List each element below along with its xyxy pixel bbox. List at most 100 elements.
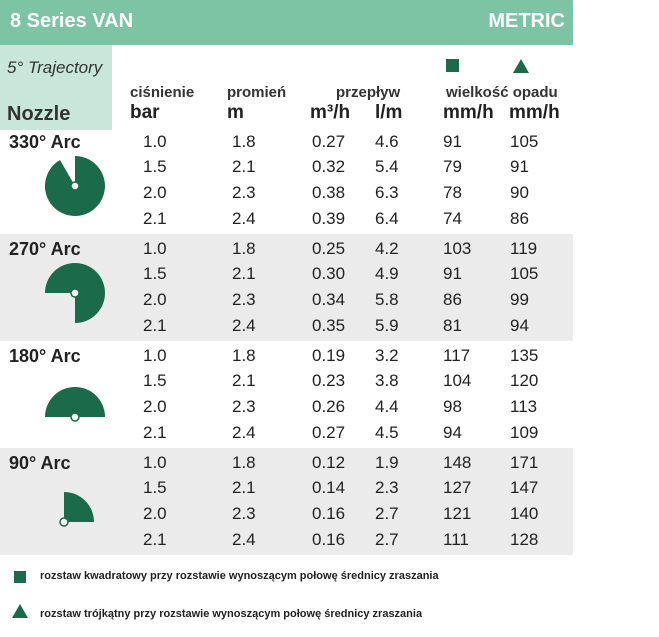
flow-m3-cell: 0.38: [312, 183, 346, 202]
flow-m3-cell: 0.19: [312, 346, 346, 365]
table-title: 8 Series VAN: [10, 10, 134, 32]
pressure-cell: 2.1: [143, 209, 167, 228]
precip-triangle-cell: 105: [510, 264, 539, 283]
radius-unit: m: [227, 102, 244, 123]
precip-triangle-cell: 99: [510, 290, 529, 309]
nozzle-heading: Nozzle: [7, 103, 71, 125]
radius-cell: 2.1: [232, 478, 256, 497]
precip-triangle-cell: 94: [510, 316, 529, 335]
precip-square-cell: 104: [443, 371, 472, 390]
section-270-arc: 270° Arc: [0, 234, 573, 341]
flow-lm-cell: 5.8: [375, 290, 399, 309]
pressure-cell: 1.5: [143, 371, 167, 390]
pressure-cell: 2.1: [143, 423, 167, 442]
pressure-cell: 1.0: [143, 132, 167, 151]
radius-cell: 2.4: [232, 530, 256, 549]
radius-cell: 2.3: [232, 397, 256, 416]
flow-m3-cell: 0.16: [312, 530, 346, 549]
radius-cell: 1.8: [232, 346, 256, 365]
flow-m3-cell: 0.25: [312, 239, 346, 258]
flow-heading: przepływ: [336, 84, 401, 101]
pressure-cell: 2.1: [143, 530, 167, 549]
section-label: 270° Arc: [9, 239, 81, 259]
pressure-cell: 1.5: [143, 157, 167, 176]
flow-m3-cell: 0.35: [312, 316, 346, 335]
precip-triangle-cell: 147: [510, 478, 539, 497]
flow-lm-unit: l/m: [375, 102, 403, 123]
flow-m3-cell: 0.16: [312, 504, 346, 523]
flow-lm-cell: 2.7: [375, 530, 399, 549]
precip-triangle-cell: 86: [510, 209, 529, 228]
radius-cell: 2.1: [232, 371, 256, 390]
pressure-cell: 2.1: [143, 316, 167, 335]
precip-square-cell: 103: [443, 239, 472, 258]
precip-square-cell: 86: [443, 290, 462, 309]
precip-triangle-unit: mm/h: [509, 102, 560, 123]
flow-lm-cell: 4.2: [375, 239, 399, 258]
square-icon: [446, 59, 459, 72]
precip-square-cell: 98: [443, 397, 462, 416]
precip-square-cell: 91: [443, 264, 462, 283]
arc-90-icon: [59, 492, 94, 527]
pressure-cell: 2.0: [143, 290, 167, 309]
flow-m3-cell: 0.32: [312, 157, 346, 176]
pressure-cell: 1.0: [143, 239, 167, 258]
pressure-cell: 2.0: [143, 504, 167, 523]
section-330-arc: 330° Arc: [0, 127, 573, 234]
section-180-arc: 180° Arc: [0, 341, 573, 448]
flow-m3-cell: 0.12: [312, 453, 346, 472]
precip-square-cell: 148: [443, 453, 472, 472]
triangle-icon: [513, 59, 529, 73]
radius-cell: 2.4: [232, 423, 256, 442]
column-header-area: [112, 45, 573, 130]
flow-lm-cell: 6.3: [375, 183, 399, 202]
section-label: 330° Arc: [9, 132, 81, 152]
radius-cell: 2.3: [232, 504, 256, 523]
precip-square-cell: 91: [443, 132, 462, 151]
radius-cell: 2.1: [232, 157, 256, 176]
pressure-cell: 2.0: [143, 183, 167, 202]
square-legend-icon: [14, 571, 26, 583]
precip-triangle-cell: 90: [510, 183, 529, 202]
precip-square-cell: 111: [443, 530, 469, 549]
precip-square-cell: 117: [443, 346, 471, 365]
section-90-arc: 90° Arc: [0, 448, 573, 555]
precip-square-cell: 78: [443, 183, 462, 202]
flow-lm-cell: 4.9: [375, 264, 399, 283]
flow-lm-cell: 3.2: [375, 346, 399, 365]
precip-square-cell: 74: [443, 209, 462, 228]
pressure-cell: 1.5: [143, 478, 167, 497]
flow-m3-cell: 0.30: [312, 264, 346, 283]
radius-cell: 1.8: [232, 132, 256, 151]
flow-lm-cell: 2.7: [375, 504, 399, 523]
square-legend-text: rozstaw kwadratowy przy rozstawie wynosz…: [40, 570, 439, 582]
radius-heading: promień: [227, 84, 287, 101]
precip-square-unit: mm/h: [443, 102, 494, 123]
precip-triangle-cell: 119: [510, 239, 538, 258]
flow-lm-cell: 4.5: [375, 423, 399, 442]
flow-m3-cell: 0.39: [312, 209, 346, 228]
flow-lm-cell: 4.4: [375, 397, 399, 416]
flow-lm-cell: 5.4: [375, 157, 399, 176]
precip-square-cell: 79: [443, 157, 462, 176]
pressure-cell: 1.0: [143, 346, 167, 365]
precip-triangle-cell: 128: [510, 530, 539, 549]
radius-cell: 2.3: [232, 290, 256, 309]
precip-triangle-cell: 113: [510, 397, 538, 416]
flow-lm-cell: 1.9: [375, 453, 399, 472]
section-label: 90° Arc: [9, 453, 71, 473]
flow-m3-cell: 0.34: [312, 290, 346, 309]
pressure-cell: 1.5: [143, 264, 167, 283]
flow-m3-cell: 0.27: [312, 423, 346, 442]
radius-cell: 1.8: [232, 239, 256, 258]
flow-m3-cell: 0.14: [312, 478, 346, 497]
radius-cell: 2.4: [232, 316, 256, 335]
flow-m3-cell: 0.26: [312, 397, 346, 416]
flow-m3-unit: m³/h: [310, 102, 351, 123]
trajectory-label: 5° Trajectory: [7, 58, 103, 77]
precip-triangle-cell: 109: [510, 423, 539, 442]
precip-square-cell: 94: [443, 423, 462, 442]
flow-lm-cell: 6.4: [375, 209, 399, 228]
arc-180-icon: [45, 387, 105, 422]
precip-square-cell: 121: [443, 504, 472, 523]
